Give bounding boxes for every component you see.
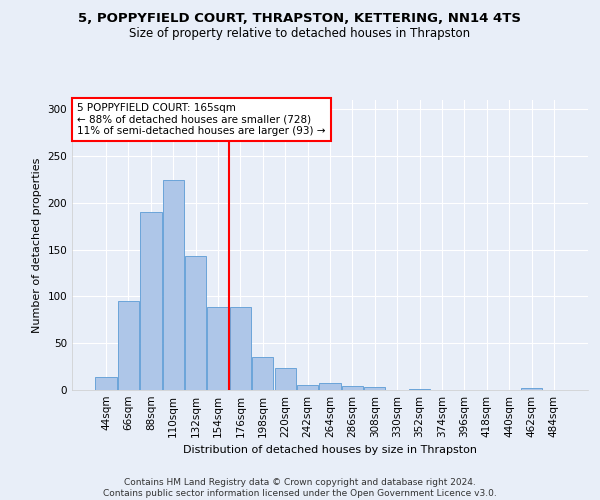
Text: Contains HM Land Registry data © Crown copyright and database right 2024.
Contai: Contains HM Land Registry data © Crown c…	[103, 478, 497, 498]
Bar	[275, 368, 296, 390]
Bar	[297, 386, 318, 390]
Bar	[140, 212, 161, 390]
X-axis label: Distribution of detached houses by size in Thrapston: Distribution of detached houses by size …	[183, 446, 477, 456]
Bar	[118, 301, 139, 390]
Bar	[521, 388, 542, 390]
Bar	[95, 377, 117, 390]
Bar	[208, 306, 229, 390]
Text: 5 POPPYFIELD COURT: 165sqm
← 88% of detached houses are smaller (728)
11% of sem: 5 POPPYFIELD COURT: 165sqm ← 88% of deta…	[77, 103, 326, 136]
Text: 5, POPPYFIELD COURT, THRAPSTON, KETTERING, NN14 4TS: 5, POPPYFIELD COURT, THRAPSTON, KETTERIN…	[79, 12, 521, 26]
Bar	[409, 389, 430, 390]
Text: Size of property relative to detached houses in Thrapston: Size of property relative to detached ho…	[130, 28, 470, 40]
Y-axis label: Number of detached properties: Number of detached properties	[32, 158, 42, 332]
Bar	[163, 180, 184, 390]
Bar	[185, 256, 206, 390]
Bar	[230, 306, 251, 390]
Bar	[252, 358, 274, 390]
Bar	[364, 387, 385, 390]
Bar	[319, 384, 341, 390]
Bar	[342, 386, 363, 390]
